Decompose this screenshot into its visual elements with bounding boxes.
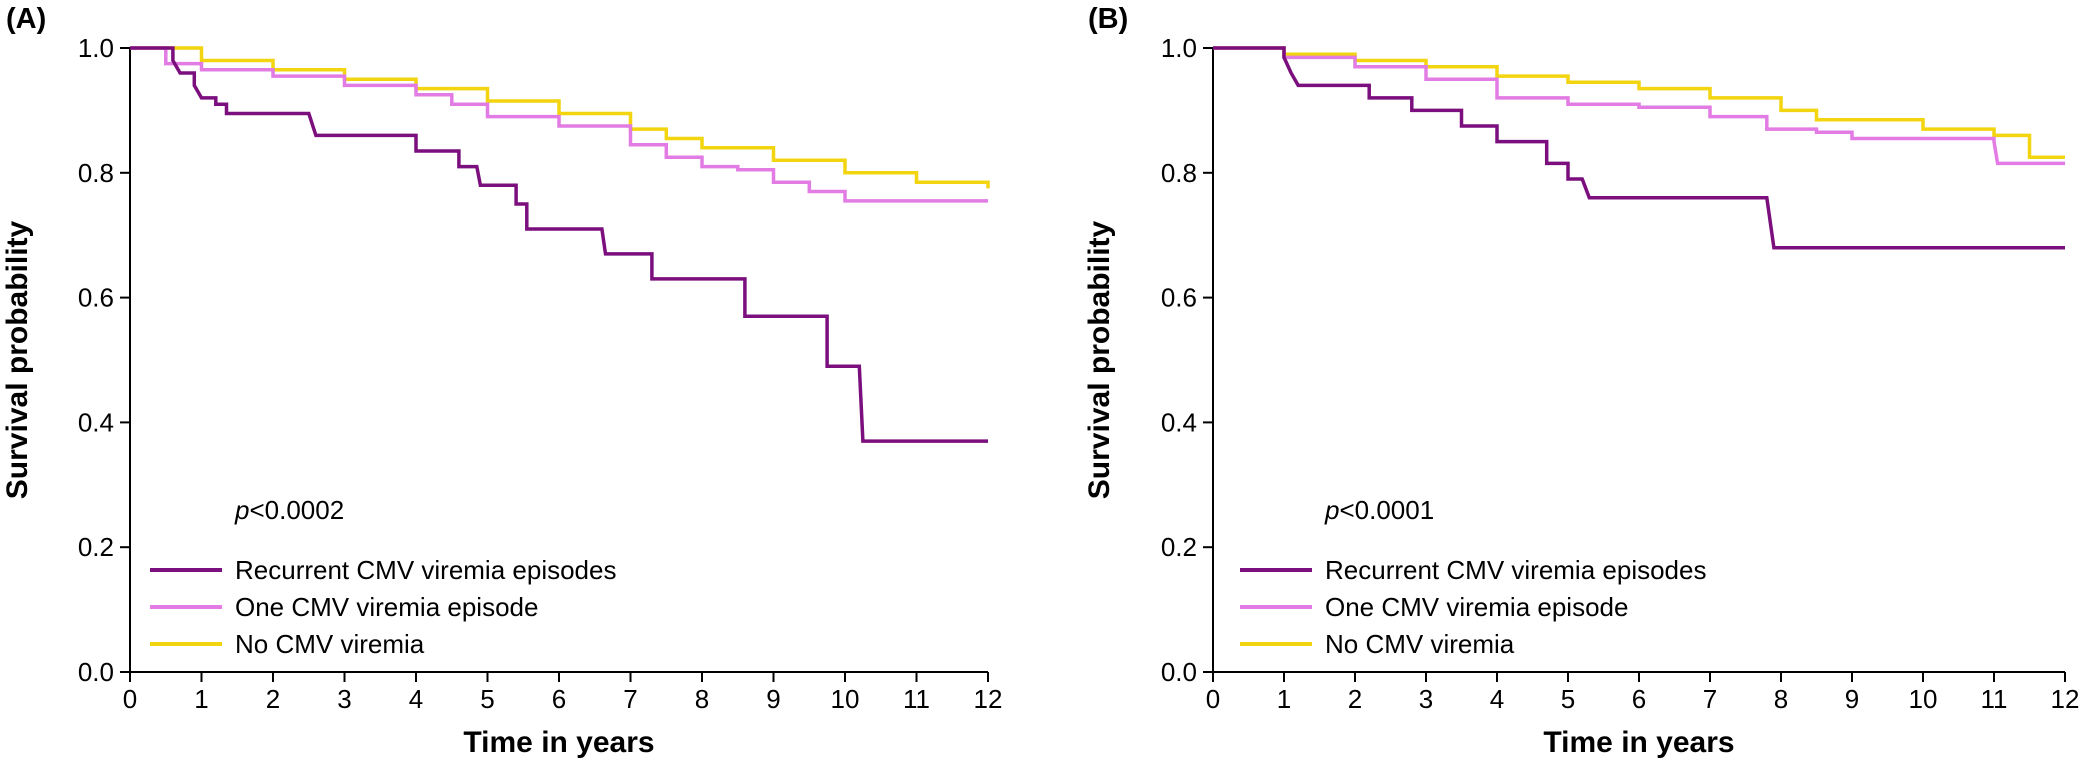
x-tick-label: 7 (1703, 684, 1717, 714)
y-tick-label: 0.6 (1161, 283, 1197, 313)
x-axis-title: Time in years (1543, 726, 1734, 759)
survival-curve-recurrent (1213, 46, 2065, 250)
survival-curve-no-viremia (130, 46, 990, 189)
x-tick-label: 12 (974, 684, 1003, 714)
x-tick-label: 8 (1774, 684, 1788, 714)
x-tick-label: 11 (1981, 684, 2008, 714)
survival-curve-one-episode (1213, 46, 2065, 166)
x-tick-label: 12 (2051, 684, 2080, 714)
panel-label: (A) (6, 3, 46, 35)
x-tick-label: 10 (1909, 684, 1938, 714)
y-tick-label: 0.2 (78, 532, 114, 562)
y-tick-label: 0.2 (1161, 532, 1197, 562)
x-tick-label: 6 (552, 684, 566, 714)
x-tick-label: 3 (1419, 684, 1433, 714)
x-tick-label: 4 (1490, 684, 1504, 714)
panel-a: (A)0 1 2 3 4 5 6 7 8 9 10 11 120.00.20.40.60.81.0Tim… (1, 3, 1002, 759)
x-tick-label: 6 (1632, 684, 1646, 714)
y-tick-label: 0.8 (1161, 158, 1197, 188)
p-value-label: p<0.0001 (1324, 495, 1434, 525)
y-tick-label: 0.8 (78, 158, 114, 188)
panel-label: (B) (1088, 3, 1128, 35)
y-axis-title: Survival probability (1, 220, 34, 499)
x-tick-label: 10 (831, 684, 860, 714)
x-axis-title: Time in years (463, 726, 654, 759)
x-tick-label: 2 (1348, 684, 1362, 714)
x-tick-label: 9 (1845, 684, 1859, 714)
x-tick-label: 9 (766, 684, 780, 714)
survival-curve-recurrent (130, 46, 988, 443)
y-tick-label: 0.0 (78, 657, 114, 687)
x-tick-label: 8 (695, 684, 709, 714)
y-tick-label: 0.6 (78, 283, 114, 313)
x-tick-label: 3 (337, 684, 351, 714)
y-axis-title: Survival probability (1083, 220, 1116, 499)
legend-label: One CMV viremia episode (235, 592, 538, 622)
x-tick-label: 11 (903, 684, 930, 714)
y-tick-label: 0.4 (78, 407, 114, 437)
x-tick-label: 1 (1277, 684, 1291, 714)
y-tick-label: 1.0 (1161, 33, 1197, 63)
panel-b: (B)0 1 2 3 4 5 6 7 8 9 10 11 120.00.20.40.60.81.0Tim… (1083, 3, 2079, 759)
x-tick-label: 0 (123, 684, 137, 714)
legend-label: Recurrent CMV viremia episodes (1325, 555, 1706, 585)
y-tick-label: 1.0 (78, 33, 114, 63)
survival-curve-one-episode (130, 46, 988, 203)
legend-label: No CMV viremia (235, 629, 425, 659)
survival-curve-no-viremia (1213, 46, 2065, 159)
x-tick-label: 2 (266, 684, 280, 714)
x-tick-label: 4 (409, 684, 423, 714)
x-tick-label: 7 (623, 684, 637, 714)
y-tick-label: 0.0 (1161, 657, 1197, 687)
p-value-label: p<0.0002 (234, 495, 344, 525)
x-tick-label: 1 (194, 684, 208, 714)
x-tick-label: 0 (1206, 684, 1220, 714)
legend-label: One CMV viremia episode (1325, 592, 1628, 622)
legend-label: Recurrent CMV viremia episodes (235, 555, 616, 585)
legend-label: No CMV viremia (1325, 629, 1515, 659)
x-tick-label: 5 (1561, 684, 1575, 714)
x-tick-label: 5 (480, 684, 494, 714)
y-tick-label: 0.4 (1161, 407, 1197, 437)
